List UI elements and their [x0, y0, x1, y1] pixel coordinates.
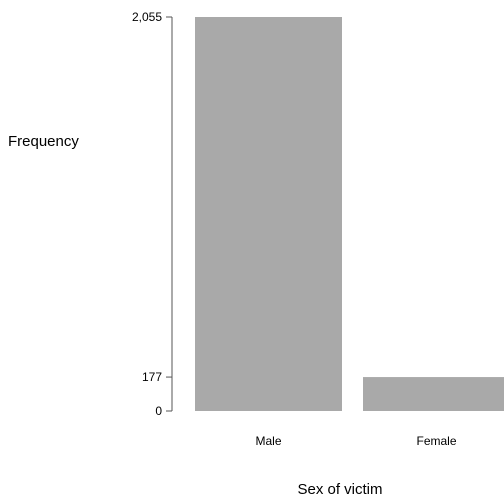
x-category-label: Male	[255, 434, 281, 448]
y-axis: 0 177 2,055	[132, 10, 173, 418]
y-tick-label: 177	[142, 370, 162, 384]
y-axis-title: Frequency	[8, 133, 79, 150]
bars-group	[195, 17, 504, 411]
bar-male	[195, 17, 342, 411]
bar-female	[363, 377, 504, 411]
x-axis-title: Sex of victim	[297, 481, 382, 498]
y-tick-label: 2,055	[132, 10, 162, 24]
x-category-label: Female	[416, 434, 456, 448]
y-tick-label: 0	[155, 404, 162, 418]
x-axis-categories: Male Female	[255, 434, 456, 448]
